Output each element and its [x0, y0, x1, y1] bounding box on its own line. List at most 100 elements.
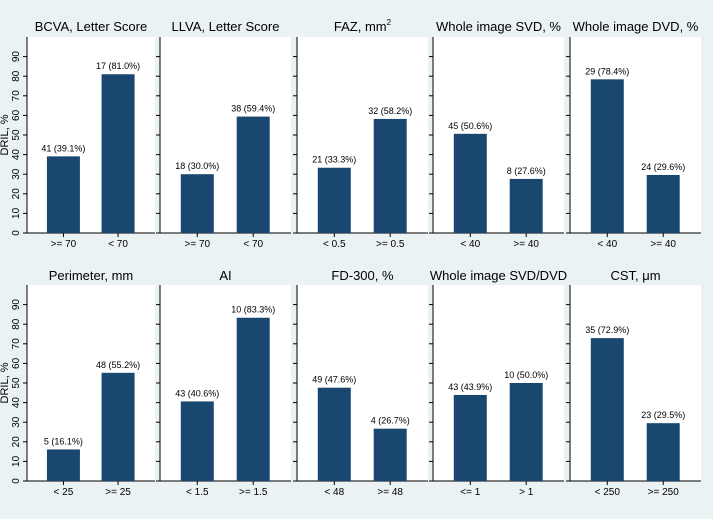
bar	[373, 118, 407, 233]
y-tick-label: 0	[11, 230, 22, 236]
x-tick-label: > 1	[519, 487, 534, 498]
y-tick-label: 40	[11, 397, 22, 409]
panel-title: BCVA, Letter Score	[35, 19, 147, 34]
bar-data-label: 4 (26.7%)	[371, 416, 410, 426]
bar	[236, 116, 270, 233]
bar	[509, 178, 543, 233]
panel-title: CST, μm	[610, 268, 660, 283]
x-tick-label: < 40	[460, 239, 480, 250]
bar-data-label: 35 (72.9%)	[585, 325, 629, 335]
bar-data-label: 5 (16.1%)	[44, 436, 83, 446]
bar	[453, 394, 487, 481]
plot-area	[27, 285, 155, 481]
bar-data-label: 21 (33.3%)	[312, 155, 356, 165]
bar-data-label: 48 (55.2%)	[96, 360, 140, 370]
bar-data-label: 8 (27.6%)	[507, 166, 546, 176]
y-tick-label: 90	[11, 299, 22, 311]
x-tick-label: < 0.5	[323, 239, 346, 250]
panel-3: FAZ, mm2 21 (33.3%) < 0.5 32 (58.2%) >= 0.5	[293, 18, 428, 250]
bar	[101, 74, 135, 234]
y-tick-label: 50	[11, 377, 22, 389]
y-tick-label: 60	[11, 357, 22, 369]
y-tick-label: 20	[11, 188, 22, 200]
bar-data-label: 24 (29.6%)	[641, 162, 685, 172]
bar-data-label: 23 (29.5%)	[641, 410, 685, 420]
y-tick-label: 80	[11, 318, 22, 330]
x-tick-label: < 40	[597, 239, 617, 250]
bar	[646, 174, 680, 233]
panel-title: LLVA, Letter Score	[172, 19, 280, 34]
bar	[180, 174, 214, 233]
y-tick-label: 70	[11, 338, 22, 350]
panel-title: Whole image DVD, %	[573, 19, 699, 34]
plot-area	[570, 285, 701, 481]
y-tick-label: 70	[11, 90, 22, 102]
bar	[236, 317, 270, 481]
x-tick-label: < 70	[243, 239, 263, 250]
panel-1: BCVA, Letter Score 0 10 20 30 40 50 60 70 80 90 DRI…	[0, 19, 155, 250]
bar	[590, 338, 624, 481]
bar-data-label: 45 (50.6%)	[448, 121, 492, 131]
y-tick-label: 90	[11, 51, 22, 63]
y-tick-label: 0	[11, 478, 22, 484]
panel-9: Whole image SVD/DVD 43 (43.9%) <= 1 10 (50.…	[429, 268, 567, 498]
panel-6: Perimeter, mm 0 10 20 30 40 50 60 70 80 90 DRIL, % 5…	[0, 268, 155, 498]
bar	[46, 449, 80, 481]
plot-area	[160, 37, 291, 233]
panel-title: Whole image SVD/DVD	[430, 268, 567, 283]
x-tick-label: >= 70	[184, 239, 210, 250]
x-tick-label: < 25	[54, 487, 74, 498]
panel-title: FD-300, %	[331, 268, 394, 283]
x-tick-label: < 70	[108, 239, 128, 250]
y-tick-label: 50	[11, 129, 22, 141]
bar-data-label: 10 (50.0%)	[504, 370, 548, 380]
bar	[590, 79, 624, 233]
x-tick-label: >= 48	[377, 487, 403, 498]
y-axis-label: DRIL, %	[0, 114, 11, 155]
panel-title: Whole image SVD, %	[436, 19, 561, 34]
bar-data-label: 49 (47.6%)	[312, 375, 356, 385]
bar-data-label: 43 (43.9%)	[448, 382, 492, 392]
panel-8: FD-300, % 49 (47.6%) < 48 4 (26.7%) >= 48	[293, 268, 428, 498]
x-tick-label: >= 0.5	[376, 239, 405, 250]
x-tick-label: >= 1.5	[239, 487, 268, 498]
bar-data-label: 32 (58.2%)	[368, 106, 412, 116]
panel-title: FAZ, mm2	[334, 18, 392, 34]
bar	[317, 167, 351, 233]
bar	[317, 387, 351, 481]
y-tick-label: 80	[11, 70, 22, 82]
x-tick-label: >= 40	[513, 239, 539, 250]
y-tick-label: 30	[11, 416, 22, 428]
panel-10: CST, μm 35 (72.9%) < 250 23 (29.5%) >= 250	[566, 268, 701, 498]
x-tick-label: < 250	[595, 487, 621, 498]
panel-title: Perimeter, mm	[49, 268, 134, 283]
y-tick-label: 40	[11, 149, 22, 161]
y-tick-label: 10	[11, 455, 22, 467]
x-tick-label: >= 25	[105, 487, 131, 498]
bar-data-label: 29 (78.4%)	[585, 66, 629, 76]
bar-data-label: 17 (81.0%)	[96, 61, 140, 71]
x-tick-label: < 48	[324, 487, 344, 498]
bar-data-label: 18 (30.0%)	[175, 161, 219, 171]
bar	[180, 401, 214, 481]
x-tick-label: >= 70	[51, 239, 77, 250]
x-tick-label: >= 40	[650, 239, 676, 250]
bar	[46, 156, 80, 233]
panel-title: AI	[219, 268, 231, 283]
y-tick-label: 10	[11, 207, 22, 219]
bar	[373, 428, 407, 481]
bar	[101, 372, 135, 481]
bar-data-label: 41 (39.1%)	[41, 143, 85, 153]
y-tick-label: 60	[11, 109, 22, 121]
x-tick-label: <= 1	[460, 487, 480, 498]
y-axis-label: DRIL, %	[0, 362, 11, 403]
bar	[453, 133, 487, 233]
y-tick-label: 20	[11, 436, 22, 448]
y-tick-label: 30	[11, 168, 22, 180]
plot-area	[433, 37, 564, 233]
x-tick-label: >= 250	[648, 487, 680, 498]
panel-7: AI 43 (40.6%) < 1.5 10 (83.3%) >= 1.5	[156, 268, 291, 498]
bar-data-label: 43 (40.6%)	[175, 388, 219, 398]
bar-data-label: 38 (59.4%)	[231, 104, 275, 114]
